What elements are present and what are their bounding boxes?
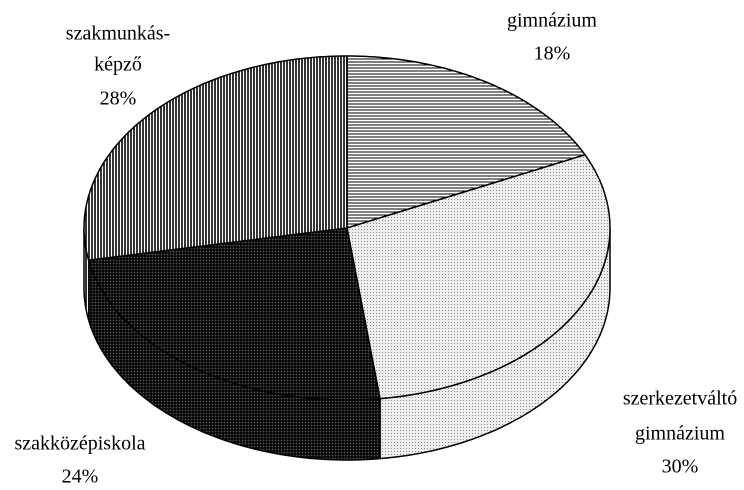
category-label: gimnázium bbox=[507, 10, 597, 32]
category-label: gimnázium bbox=[635, 423, 725, 445]
category-label: képző bbox=[94, 54, 142, 76]
pie-slice bbox=[83, 55, 348, 262]
pie-slice bbox=[346, 153, 611, 400]
pie-slice bbox=[87, 227, 381, 401]
value-label: 24% bbox=[62, 466, 99, 488]
value-label: 18% bbox=[534, 43, 571, 65]
value-label: 30% bbox=[662, 456, 699, 478]
category-label: szakközépiskola bbox=[14, 433, 145, 455]
pie-slice bbox=[346, 55, 587, 230]
category-label: szerkezetváltó bbox=[623, 388, 737, 410]
category-label: szakmunkás- bbox=[66, 23, 170, 45]
value-label: 28% bbox=[100, 88, 137, 110]
